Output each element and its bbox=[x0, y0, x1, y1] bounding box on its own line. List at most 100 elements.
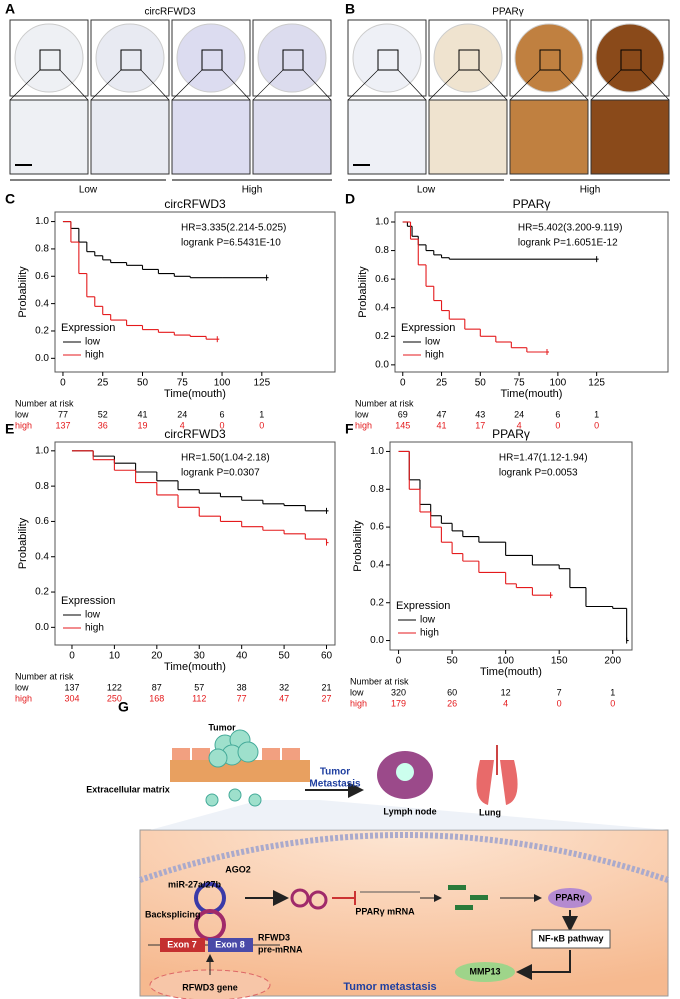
y-tick-label: 0.0 bbox=[35, 353, 49, 364]
diagram-label: Exon 8 bbox=[215, 939, 245, 949]
diagram-label: PPARγ mRNA bbox=[355, 906, 415, 916]
legend-label: high bbox=[420, 628, 439, 639]
legend-title: Expression bbox=[61, 595, 115, 607]
membrane bbox=[139, 832, 669, 883]
y-tick-label: 0.8 bbox=[370, 484, 384, 495]
x-tick-label: 50 bbox=[279, 651, 291, 662]
risk-count: 0 bbox=[555, 420, 560, 430]
mmp13-node bbox=[455, 962, 515, 982]
y-tick-label: 0.0 bbox=[375, 359, 389, 370]
group-label: High bbox=[242, 185, 263, 196]
panel-label: B bbox=[345, 1, 355, 17]
tissue-core bbox=[595, 23, 665, 93]
zoom-box bbox=[201, 49, 223, 71]
tissue-core bbox=[257, 23, 327, 93]
ppar-node bbox=[548, 888, 592, 908]
risk-count: 304 bbox=[64, 693, 79, 703]
annotation: HR=3.335(2.214-5.025) bbox=[181, 223, 286, 234]
diagram-label: PPARγ bbox=[555, 892, 584, 902]
annotation: HR=1.50(1.04-2.18) bbox=[181, 453, 270, 464]
panel-label: D bbox=[345, 191, 355, 207]
y-tick-label: 1.0 bbox=[35, 445, 49, 456]
zoom-line bbox=[559, 69, 589, 101]
diagram-label: Extracellular matrix bbox=[86, 784, 170, 794]
risk-row-label: low bbox=[15, 682, 29, 692]
chart-title: PPARγ bbox=[513, 197, 551, 211]
lung-icon bbox=[476, 760, 518, 805]
risk-count: 57 bbox=[194, 682, 204, 692]
y-tick-label: 0.2 bbox=[375, 331, 389, 342]
x-tick-label: 40 bbox=[236, 651, 248, 662]
x-tick-label: 75 bbox=[514, 378, 526, 389]
panel-label: F bbox=[345, 421, 354, 437]
zoom-box bbox=[120, 49, 142, 71]
tissue-core bbox=[176, 23, 246, 93]
risk-count: 250 bbox=[107, 693, 122, 703]
y-tick-label: 0.2 bbox=[35, 587, 49, 598]
legend-label: low bbox=[425, 337, 441, 348]
risk-count: 27 bbox=[322, 693, 332, 703]
diagram-label: miR-27a/27b bbox=[168, 879, 222, 889]
y-axis-label: Probability bbox=[17, 517, 29, 569]
risk-count: 137 bbox=[55, 420, 70, 430]
risk-row-label: low bbox=[15, 409, 29, 419]
pathway-box bbox=[531, 929, 611, 949]
risk-count: 4 bbox=[517, 420, 522, 430]
risk-count: 122 bbox=[107, 682, 122, 692]
lymph-node-core bbox=[396, 763, 414, 781]
ribosomes bbox=[448, 885, 488, 910]
risk-count: 179 bbox=[391, 698, 406, 708]
panel-label: G bbox=[118, 699, 129, 715]
diagram-label: Tumor bbox=[320, 767, 350, 778]
x-tick-label: 0 bbox=[69, 651, 75, 662]
x-tick-label: 100 bbox=[497, 656, 514, 667]
chart-title: circRFWD3 bbox=[164, 197, 226, 211]
legend-title: Expression bbox=[61, 322, 115, 334]
risk-row-label: low bbox=[355, 409, 369, 419]
x-tick-label: 200 bbox=[604, 656, 621, 667]
y-tick-label: 0.4 bbox=[35, 298, 49, 309]
risk-count: 24 bbox=[514, 409, 524, 419]
zoom-image bbox=[90, 99, 170, 175]
zoom-image bbox=[252, 99, 332, 175]
panel-label: E bbox=[5, 421, 14, 437]
y-axis-label: Probability bbox=[352, 520, 364, 572]
annotation: HR=1.47(1.12-1.94) bbox=[499, 453, 588, 464]
y-tick-label: 0.0 bbox=[370, 635, 384, 646]
x-tick-label: 0 bbox=[60, 378, 66, 389]
risk-count: 47 bbox=[437, 409, 447, 419]
y-tick-label: 1.0 bbox=[35, 216, 49, 227]
risk-count: 1 bbox=[610, 687, 615, 697]
risk-count: 6 bbox=[220, 409, 225, 419]
risk-count: 0 bbox=[220, 420, 225, 430]
risk-count: 4 bbox=[180, 420, 185, 430]
y-tick-label: 0.6 bbox=[375, 274, 389, 285]
x-tick-label: 50 bbox=[137, 378, 149, 389]
risk-count: 21 bbox=[322, 682, 332, 692]
diagram-label: Tumor metastasis bbox=[343, 981, 436, 993]
diagram-label: pre-mRNA bbox=[258, 944, 303, 954]
diagram-label: MMP13 bbox=[469, 966, 500, 976]
risk-count: 32 bbox=[279, 682, 289, 692]
diagram-label: NF-κB pathway bbox=[538, 933, 603, 943]
group-label: High bbox=[580, 185, 601, 196]
tissue-core bbox=[95, 23, 165, 93]
arrow bbox=[516, 950, 571, 980]
risk-count: 77 bbox=[237, 693, 247, 703]
y-tick-label: 0.4 bbox=[35, 551, 49, 562]
risk-count: 26 bbox=[447, 698, 457, 708]
y-tick-label: 0.8 bbox=[35, 481, 49, 492]
legend-label: low bbox=[85, 337, 101, 348]
x-tick-label: 125 bbox=[253, 378, 270, 389]
y-tick-label: 0.6 bbox=[35, 516, 49, 527]
zoom-image bbox=[171, 99, 251, 175]
x-axis-label: Time(mouth) bbox=[501, 388, 563, 400]
y-tick-label: 1.0 bbox=[375, 217, 389, 228]
zoom bbox=[150, 800, 668, 830]
tumor-cluster bbox=[205, 729, 262, 807]
panel-label: A bbox=[5, 1, 15, 17]
risk-title: Number at risk bbox=[355, 398, 414, 408]
zoom-line bbox=[140, 69, 170, 101]
zoom-box bbox=[39, 49, 61, 71]
